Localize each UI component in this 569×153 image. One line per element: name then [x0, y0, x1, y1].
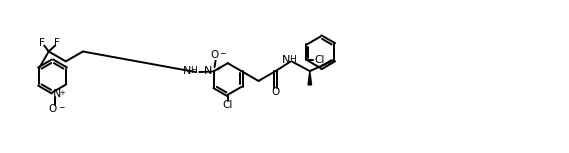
Text: N: N	[204, 66, 213, 76]
Text: Cl: Cl	[314, 55, 324, 65]
Text: O: O	[210, 50, 218, 60]
Text: +: +	[59, 90, 65, 96]
Text: H: H	[289, 55, 296, 64]
Text: N: N	[282, 55, 290, 65]
Text: −: −	[58, 103, 64, 112]
Text: O: O	[48, 104, 57, 114]
Text: O: O	[271, 87, 280, 97]
Text: F: F	[39, 38, 45, 48]
Text: N: N	[53, 89, 61, 99]
Text: +: +	[216, 66, 221, 72]
Text: Cl: Cl	[222, 100, 233, 110]
Text: H: H	[191, 66, 197, 75]
Text: N: N	[183, 66, 191, 76]
Text: F: F	[54, 38, 60, 48]
Text: −: −	[219, 50, 225, 59]
Polygon shape	[308, 71, 312, 85]
